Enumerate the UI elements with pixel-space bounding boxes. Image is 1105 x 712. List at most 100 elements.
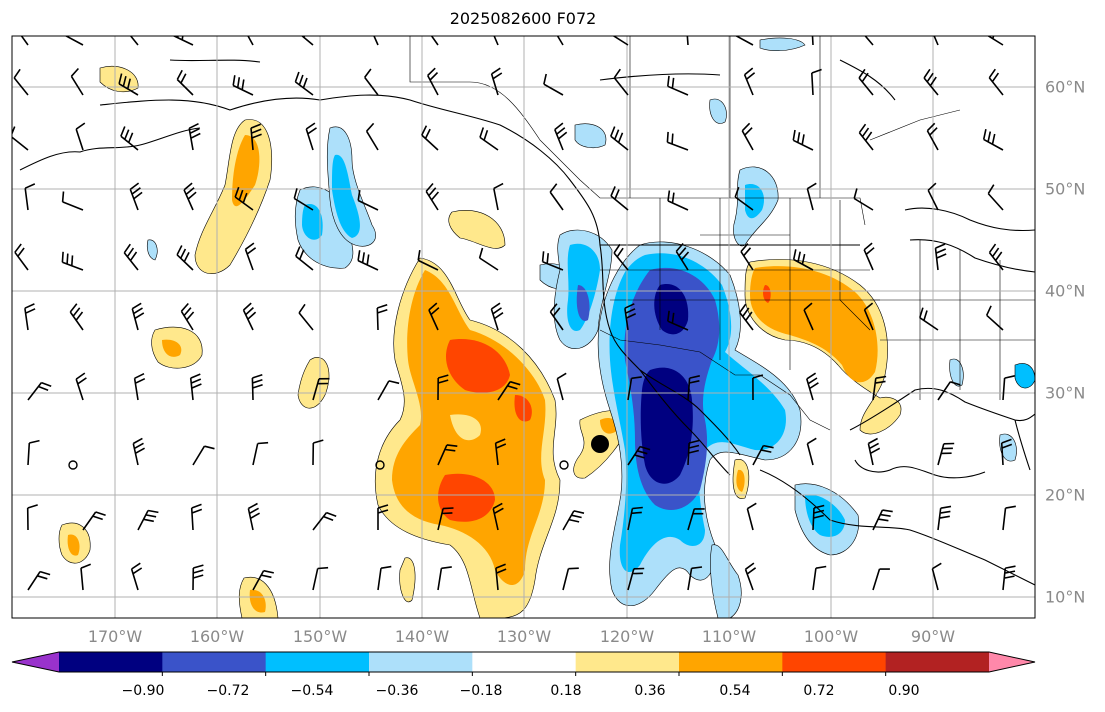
wind-barb xyxy=(312,566,329,591)
wind-barb xyxy=(24,183,36,211)
wind-barb xyxy=(312,377,330,401)
map-frame xyxy=(11,35,1036,619)
coastline-layer xyxy=(19,59,1035,586)
wind-barb xyxy=(24,303,36,331)
coastline xyxy=(639,369,731,476)
wind-barb xyxy=(70,67,84,96)
map-title: 2025082600 F072 xyxy=(449,9,597,28)
wind-barb xyxy=(252,569,274,591)
wind-barb xyxy=(183,182,197,211)
wind-barb xyxy=(130,562,143,591)
longitude-label: 110°W xyxy=(701,627,757,646)
negative-anomaly-region xyxy=(999,433,1017,462)
wind-barb xyxy=(988,68,1004,96)
colorbar-segment xyxy=(265,652,370,672)
wind-barb xyxy=(739,303,754,331)
wind-barb xyxy=(687,508,705,531)
wind-barb xyxy=(610,126,629,151)
wind-barb xyxy=(610,186,629,211)
wind-barb xyxy=(549,303,564,331)
wind-barb xyxy=(190,503,203,531)
wind-barb xyxy=(812,565,827,591)
coastline xyxy=(909,239,1035,273)
wind-barb xyxy=(437,444,458,466)
negative-anomaly-region xyxy=(576,285,590,321)
country-border xyxy=(599,329,831,431)
wind-barb xyxy=(26,504,38,531)
wind-barb xyxy=(357,189,379,211)
wind-barb xyxy=(437,566,452,591)
wind-barb xyxy=(872,568,890,591)
colorbar-tick-label: −0.72 xyxy=(206,683,250,699)
latitude-label: 40°N xyxy=(1045,281,1086,301)
wind-barb xyxy=(927,182,939,211)
colorbar-tick-label: −0.36 xyxy=(375,683,419,699)
wind-barb xyxy=(853,188,874,211)
wind-barb xyxy=(27,570,51,591)
wind-barb xyxy=(300,36,314,46)
colorbar-segment xyxy=(162,652,267,672)
wind-barb xyxy=(14,243,29,271)
colorbar-segment xyxy=(885,652,990,672)
wind-barb xyxy=(937,505,952,531)
wind-barb xyxy=(417,249,439,271)
wind-barb xyxy=(627,567,645,591)
wind-barb xyxy=(250,123,262,151)
colorbar-segment xyxy=(782,652,887,672)
coastline xyxy=(99,94,741,456)
wind-barb xyxy=(987,184,1004,211)
wind-barb xyxy=(247,36,254,46)
wind-barb xyxy=(232,75,254,96)
wind-barb xyxy=(627,506,643,531)
wind-barb xyxy=(377,504,389,530)
colorbar-tick-label: −0.18 xyxy=(459,683,503,699)
wind-barb xyxy=(556,36,564,46)
coastline xyxy=(599,73,721,81)
wind-barb xyxy=(541,251,564,271)
wind-barb xyxy=(479,127,499,151)
latitude-label: 20°N xyxy=(1045,485,1086,505)
colorbar-extend-low xyxy=(12,652,59,672)
wind-barb xyxy=(176,245,194,271)
negative-anomaly-region xyxy=(332,154,360,238)
wind-barb xyxy=(806,437,817,466)
positive-anomaly-region xyxy=(445,339,510,393)
wind-barb xyxy=(863,242,875,271)
wind-barb xyxy=(244,242,257,271)
colorbar-extend-high xyxy=(989,652,1035,672)
negative-anomaly-region xyxy=(745,184,765,219)
colorbar-tick-label: 0.54 xyxy=(719,683,751,699)
longitude-label: 140°W xyxy=(394,627,450,646)
colorbar-outline xyxy=(11,651,1036,673)
wind-barb xyxy=(118,73,139,96)
wind-barb xyxy=(744,562,757,591)
wind-barb xyxy=(919,307,939,331)
wind-barb xyxy=(923,68,939,96)
wind-barb xyxy=(666,131,689,151)
wind-barb xyxy=(613,243,629,271)
wind-barb xyxy=(365,122,379,151)
wind-barb xyxy=(377,565,392,591)
wind-barb xyxy=(667,310,689,331)
wind-barb xyxy=(863,302,874,331)
colorbar-tick-label: 0.72 xyxy=(803,683,835,699)
colorbar-tick-label: 0.18 xyxy=(550,683,582,699)
calm-wind-circle xyxy=(559,460,569,470)
wind-barb xyxy=(234,186,254,211)
wind-barb xyxy=(247,502,260,531)
longitude-label: 120°W xyxy=(599,627,655,646)
wind-barb xyxy=(252,441,269,466)
wind-barb xyxy=(988,243,1004,271)
coastline xyxy=(1014,419,1031,471)
wind-barb xyxy=(493,36,499,46)
calm-wind-circle xyxy=(68,460,78,470)
wind-barb xyxy=(377,380,400,401)
wind-barb xyxy=(982,129,1004,151)
wind-barb xyxy=(811,36,814,46)
colorbar-tick-label: −0.54 xyxy=(290,683,334,699)
wind-barb xyxy=(497,380,521,401)
wind-barb xyxy=(437,374,449,401)
wind-barb xyxy=(75,122,86,151)
positive-anomaly-region xyxy=(736,469,745,492)
